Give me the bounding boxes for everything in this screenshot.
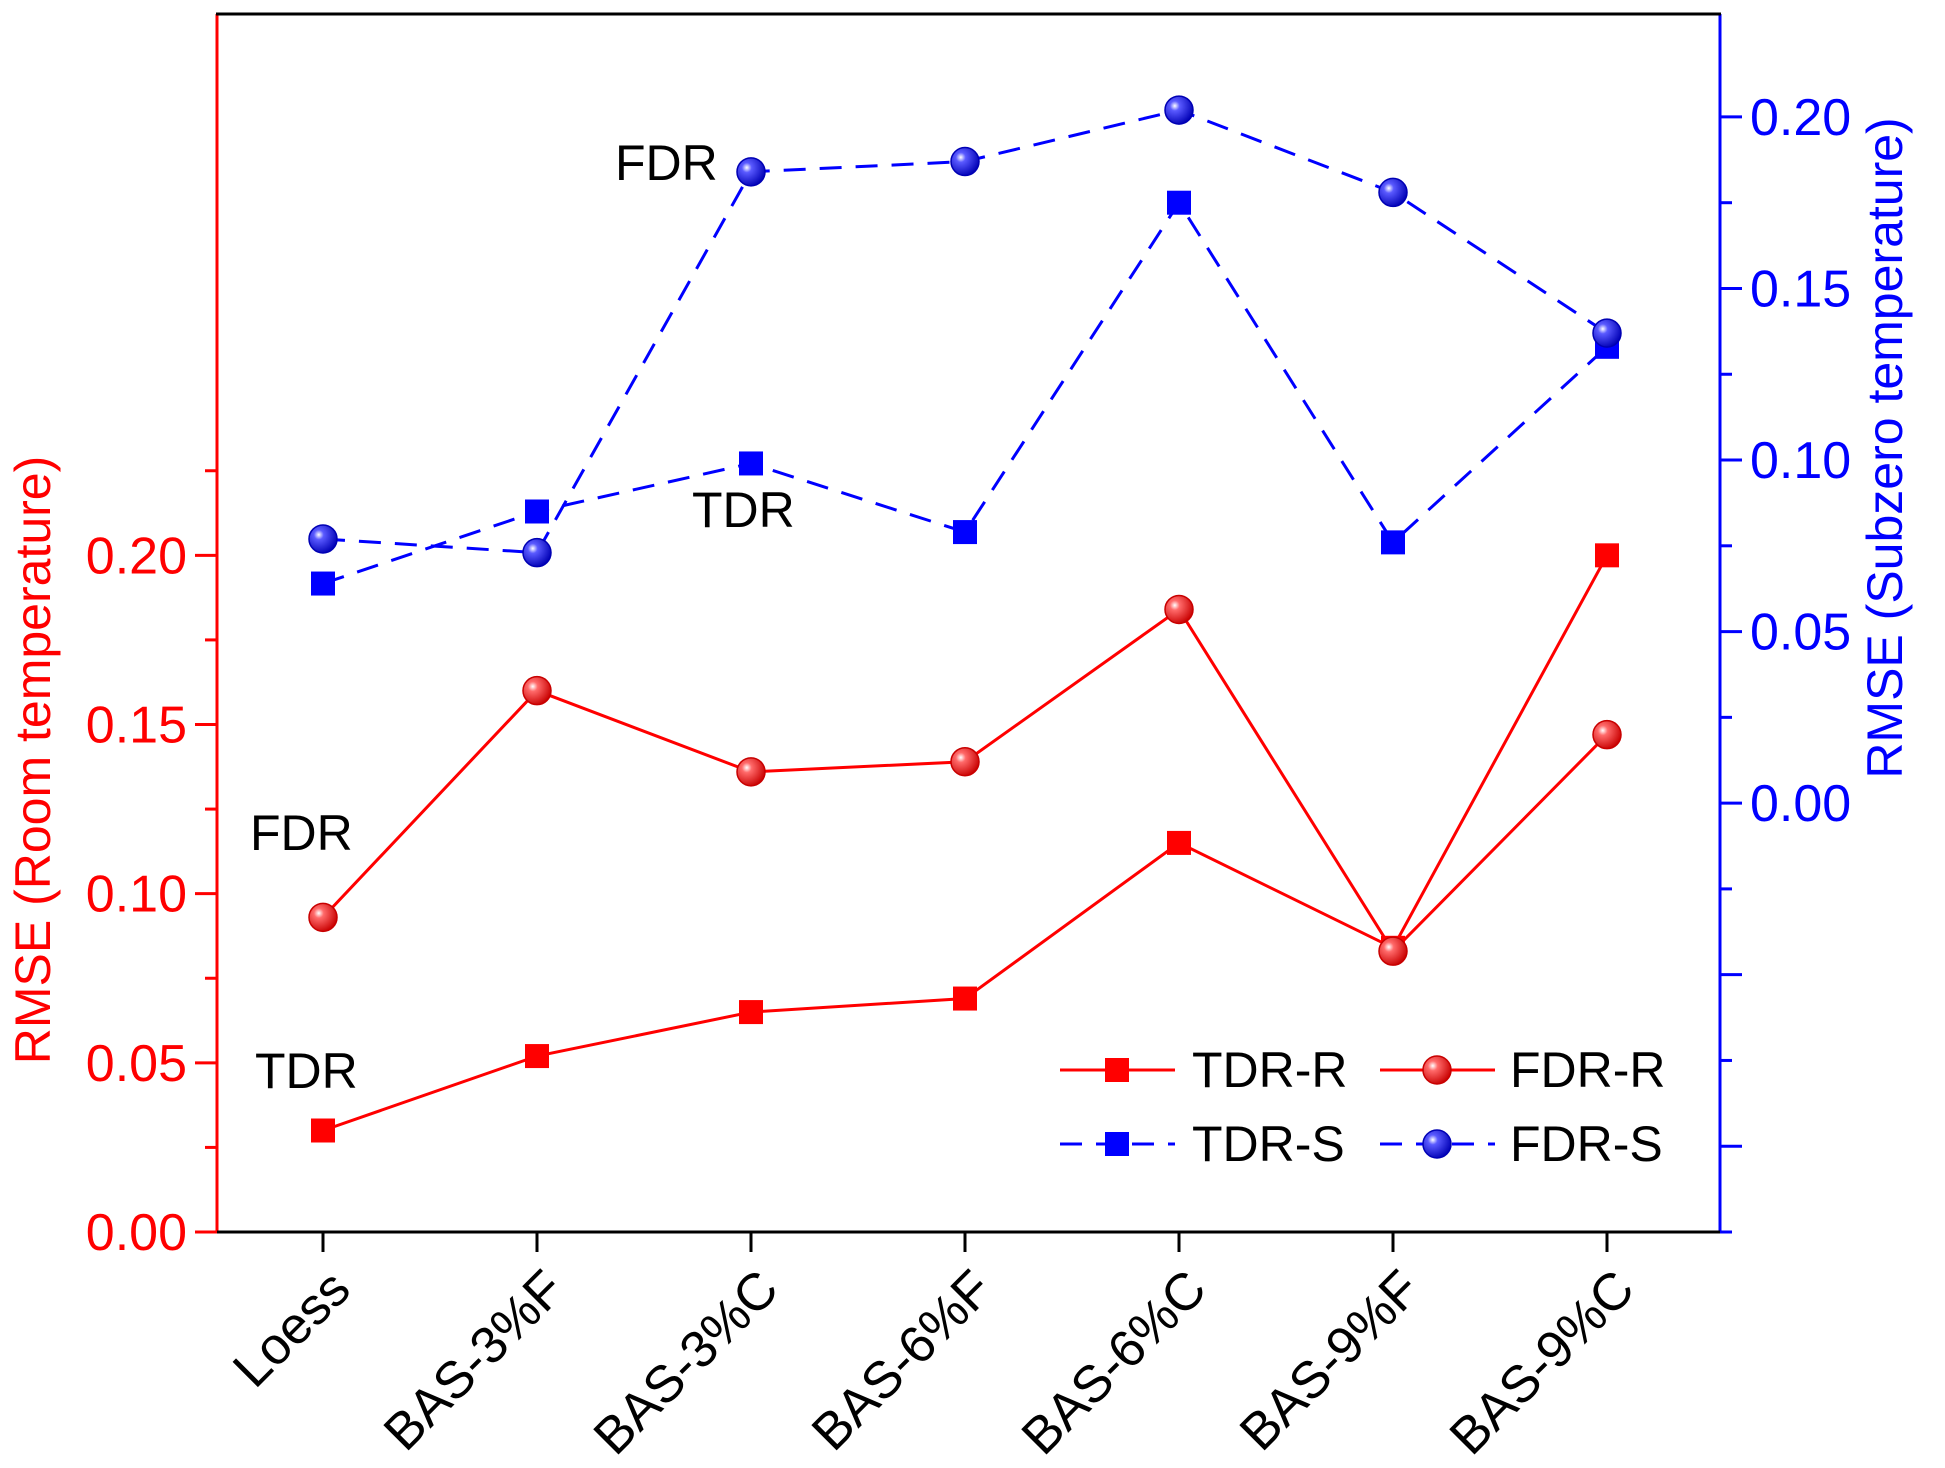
legend-marker-sphere-blue: [1422, 1129, 1452, 1159]
series-line-fdr-r: [321, 607, 1609, 954]
point-fdr-s-bas-6-f: [950, 146, 980, 177]
point-fdr-r-bas-6-f: [950, 746, 980, 777]
point-fdr-s-bas-9-c: [1592, 318, 1622, 348]
series-layer: [308, 95, 1622, 1143]
left-tick-label: 0.15: [86, 697, 187, 755]
axes-frame: [215, 12, 1722, 1234]
series-line-fdr-s: [322, 108, 1608, 555]
right-tick-label: 0.05: [1750, 604, 1851, 662]
series-fdr-s: [308, 95, 1622, 568]
category-label-bas-3-f: BAS-3%F: [373, 1259, 575, 1461]
series-fdr-r: [308, 594, 1622, 966]
right-tick-label: 0.20: [1750, 89, 1851, 147]
point-fdr-s-bas-3-c: [736, 157, 766, 187]
point-fdr-r-bas-9-f: [1378, 936, 1408, 966]
point-tdr-s-bas-6-c: [1167, 190, 1191, 215]
category-label-bas-3-c: BAS-3%C: [583, 1259, 790, 1466]
x-axis-ticks: Loess BAS-3%F BAS-3%C BAS-6%F BAS-6%C BAS-9%F…: [222, 1232, 1645, 1466]
annotation-tdr-room: TDR: [255, 1043, 358, 1099]
left-axis-ticks: 0.00 0.05 0.10 0.15 0.20: [86, 469, 217, 1262]
point-fdr-r-bas-3-f: [522, 675, 552, 706]
legend: TDR-R FDR-R TDR-S FDR-S: [1060, 1042, 1666, 1172]
point-tdr-r-bas-6-f: [953, 986, 977, 1011]
legend-marker-square-red: [1105, 1058, 1129, 1082]
category-label-loess: Loess: [222, 1259, 361, 1398]
point-fdr-r-bas-6-c: [1164, 594, 1194, 625]
point-fdr-s-bas-9-f: [1378, 177, 1408, 208]
left-axis-label: RMSE (Room temperature): [5, 456, 61, 1065]
point-fdr-s-loess: [308, 524, 338, 554]
left-tick-label: 0.00: [86, 1204, 187, 1262]
point-tdr-s-bas-9-f: [1381, 530, 1405, 555]
legend-entry-tdr-r: TDR-R: [1060, 1042, 1348, 1098]
point-fdr-s-bas-3-f: [522, 537, 552, 568]
left-tick-label: 0.10: [86, 866, 187, 924]
annotation-fdr-subzero: FDR: [615, 135, 718, 191]
legend-label-tdr-r: TDR-R: [1192, 1042, 1348, 1098]
point-fdr-s-bas-6-c: [1164, 95, 1194, 125]
point-fdr-r-loess: [308, 902, 338, 933]
right-tick-label: 0.10: [1750, 432, 1851, 490]
series-line-tdr-r: [322, 554, 1609, 1132]
legend-label-fdr-s: FDR-S: [1510, 1116, 1663, 1172]
right-tick-label: 0.00: [1750, 775, 1851, 833]
legend-entry-tdr-s: TDR-S: [1060, 1116, 1345, 1172]
right-tick-label: 0.15: [1750, 260, 1851, 318]
point-tdr-s-bas-3-f: [525, 499, 549, 524]
point-tdr-r-bas-3-c: [739, 1000, 763, 1025]
point-tdr-r-loess: [311, 1118, 335, 1143]
legend-entry-fdr-r: FDR-R: [1380, 1042, 1666, 1098]
annotations: FDR TDR FDR TDR: [250, 135, 795, 1099]
legend-label-tdr-s: TDR-S: [1192, 1116, 1345, 1172]
point-tdr-r-bas-6-c: [1167, 830, 1191, 855]
category-label-bas-6-f: BAS-6%F: [801, 1259, 1003, 1461]
series-tdr-r: [311, 543, 1619, 1143]
legend-label-fdr-r: FDR-R: [1510, 1042, 1666, 1098]
point-fdr-r-bas-9-c: [1592, 719, 1622, 750]
right-axis-ticks: 0.00 0.05 0.10 0.15 0.20: [1720, 89, 1851, 1234]
point-fdr-r-bas-3-c: [736, 757, 766, 787]
point-tdr-s-loess: [311, 571, 335, 596]
annotation-fdr-room: FDR: [250, 805, 353, 861]
category-label-bas-6-c: BAS-6%C: [1011, 1259, 1218, 1466]
series-tdr-s: [311, 190, 1619, 596]
left-tick-label: 0.05: [86, 1035, 187, 1093]
legend-marker-square-blue: [1105, 1132, 1129, 1156]
legend-marker-sphere-red: [1422, 1055, 1452, 1085]
point-tdr-r-bas-3-f: [525, 1044, 549, 1069]
point-tdr-s-bas-3-c: [739, 451, 763, 476]
legend-entry-fdr-s: FDR-S: [1380, 1116, 1663, 1172]
point-tdr-r-bas-9-c: [1595, 543, 1619, 568]
left-tick-label: 0.20: [86, 527, 187, 585]
annotation-tdr-subzero: TDR: [692, 482, 795, 538]
category-label-bas-9-f: BAS-9%F: [1229, 1259, 1431, 1461]
category-label-bas-9-c: BAS-9%C: [1439, 1259, 1646, 1466]
point-tdr-s-bas-6-f: [953, 520, 977, 545]
right-axis-label: RMSE (Subzero temperature): [1857, 117, 1913, 778]
